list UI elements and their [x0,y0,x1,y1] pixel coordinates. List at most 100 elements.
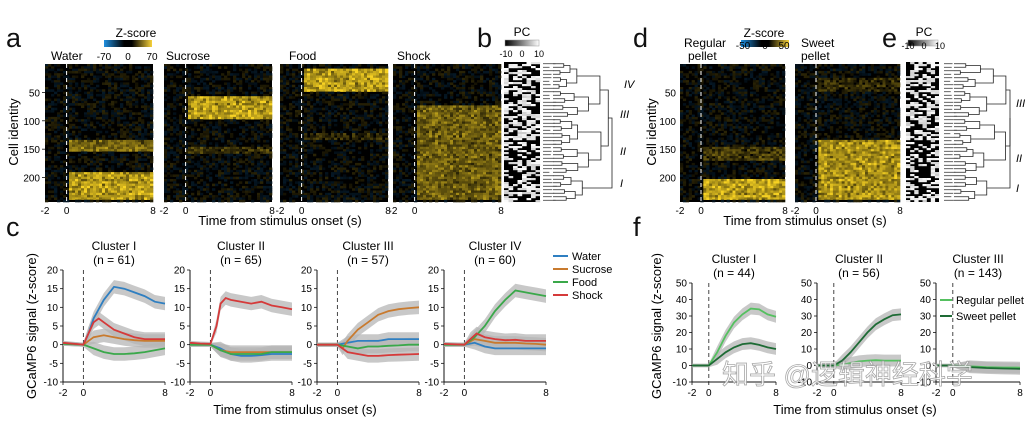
heatmap-a-1-cell [251,105,255,108]
heatmap-a-1-cell [164,185,168,189]
heatmap-a-2-cell [370,197,374,200]
heatmap-a-0-cell [147,73,151,76]
heatmap-a-3-cell [420,144,424,148]
heatmap-a-2-cell [307,142,311,145]
heatmap-a-2-cell [379,68,383,72]
heatmap-a-3-cell [417,73,421,76]
heatmap-a-0-cell [93,160,97,164]
heatmap-a-0-cell [144,84,148,88]
heatmap-a-2-cell [346,73,350,76]
heatmap-a-0-cell [123,197,127,200]
heatmap-a-1-cell [206,103,210,106]
heatmap-a-1-cell [254,116,258,120]
heatmap-a-0-cell [120,149,124,152]
heatmap-a-0-cell [54,130,58,134]
heatmap-a-3-cell [405,93,409,97]
heatmap-a-0-cell [87,119,91,122]
colorbar-a-title: Z-score [116,26,157,40]
heatmap-a-3-cell [432,114,436,118]
heatmap-a-1-cell [218,181,222,184]
heatmap-a-0-cell [93,181,97,184]
heatmap-a-0-cell [45,176,49,180]
heatmap-a-1-cell [197,82,201,85]
heatmap-a-0-cell [66,142,70,145]
heatmap-a-0-cell [102,103,106,106]
heatmap-a-1-cell [263,64,267,67]
heatmap-a-0-cell [60,192,64,196]
heatmap-a-2-cell [370,185,374,189]
heatmap-a-3-cell [432,91,436,95]
heatmap-a-2-cell [352,142,356,145]
heatmap-a-0-cell [120,82,124,85]
heatmap-a-2-cell [304,75,308,79]
heatmap-a-3-cell [471,87,475,90]
heatmap-a-1-cell [212,91,216,95]
heatmap-a-0-cell [120,183,124,187]
heatmap-a-3-cell [408,130,412,134]
heatmap-a-0-cell [102,158,106,161]
heatmap-a-0-cell [138,130,142,134]
heatmap-a-1-cell [236,160,240,164]
heatmap-a-0-cell [90,197,94,200]
heatmap-a-0-cell [144,183,148,187]
heatmap-a-3-cell [438,139,442,143]
heatmap-a-2-cell [340,64,344,67]
heatmap-a-1-cell [269,110,273,113]
heatmap-a-1-cell [218,156,222,159]
heatmap-a-2-cell [361,137,365,141]
heatmap-a-1-cell [227,130,231,134]
heatmap-a-0-cell [108,185,112,189]
heatmap-a-0-cell [126,144,130,148]
heatmap-a-0-cell [75,91,79,95]
heatmap-a-3-cell [453,100,457,104]
heatmap-a-0-cell [132,80,136,83]
heatmap-a-1-cell [266,151,270,154]
heatmap-a-0-cell [108,139,112,143]
heatmap-a-3-cell [489,139,493,143]
heatmap-a-1-cell [206,105,210,108]
heatmap-a-2-cell [289,103,293,106]
heatmap-a-1-cell [212,153,216,157]
heatmap-a-1-cell [209,100,213,104]
heatmap-a-2-cell [334,84,338,88]
heatmap-a-0-cell [90,192,94,196]
heatmap-a-2-cell [367,139,371,143]
heatmap-a-2-cell [316,91,320,95]
heatmap-a-3-cell [459,133,463,136]
heatmap-a-1-cell [266,89,270,92]
heatmap-a-2-cell [304,158,308,161]
heatmap-a-0-cell [126,84,130,88]
heatmap-a-2-cell [364,185,368,189]
heatmap-a-3-cell [489,84,493,88]
heatmap-a-0-cell [99,103,103,106]
heatmap-a-2-cell [325,91,329,95]
heatmap-a-3-cell [489,70,493,74]
heatmap-a-2-cell [367,162,371,166]
heatmap-a-2-cell [310,84,314,88]
heatmap-a-3-cell [405,119,409,122]
heatmap-a-1-cell [200,142,204,145]
heatmap-a-1-cell [218,112,222,115]
heatmap-a-1-cell [203,98,207,102]
heatmap-a-2-cell [373,153,377,157]
heatmap-a-1-cell [236,192,240,196]
heatmap-a-1-cell [263,96,267,99]
heatmap-a-1-cell [167,130,171,134]
heatmap-a-2-cell [334,70,338,74]
heatmap-a-3-cell [489,128,493,131]
heatmap-a-2-cell [334,114,338,118]
heatmap-a-2-cell [298,112,302,115]
heatmap-a-3-cell [423,137,427,141]
heatmap-a-3-cell [468,87,472,90]
heatmap-a-3-cell [417,96,421,99]
heatmap-a-2-cell [295,80,299,83]
heatmap-a-3-cell [450,93,454,97]
heatmap-a-2-cell [322,135,326,138]
heatmap-a-0-cell [105,112,109,115]
heatmap-a-0-cell [63,107,67,111]
heatmap-a-3-cell [498,87,502,90]
heatmap-a-2-cell [352,100,356,104]
heatmap-a-1-cell [206,84,210,88]
heatmap-a-0-cell [117,66,121,69]
heatmap-a-0-cell [63,183,67,187]
